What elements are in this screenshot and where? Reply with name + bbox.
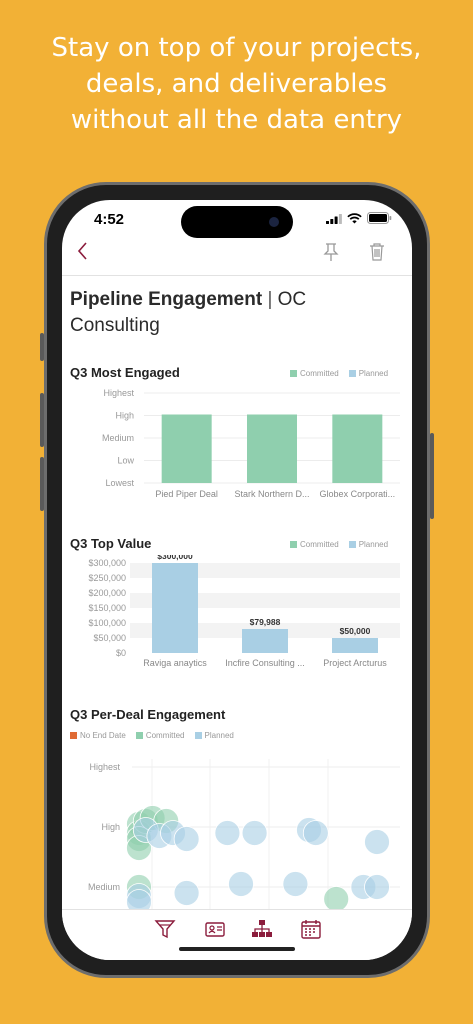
dynamic-island <box>181 206 293 238</box>
legend-item: Planned <box>348 369 388 378</box>
tab-bar <box>62 909 412 960</box>
chart-title-top-value: Q3 Top Value <box>70 536 152 551</box>
bubble <box>173 880 200 906</box>
y-tick-label: High <box>101 822 120 832</box>
y-tick-label: $250,000 <box>88 573 126 583</box>
x-tick-label: Globex Corporati... <box>320 489 396 499</box>
legend-most-engaged: Committed Planned <box>290 369 388 378</box>
y-tick-label: Medium <box>102 433 134 443</box>
trash-icon[interactable] <box>368 242 386 262</box>
status-time: 4:52 <box>94 211 125 228</box>
title-separator: | <box>267 289 273 310</box>
screen: 4:52 <box>62 200 412 960</box>
bar <box>161 414 212 483</box>
bubble <box>173 826 200 852</box>
legend-item: No End Date <box>70 731 126 740</box>
promo-headline: Stay on top of your projects, deals, and… <box>0 30 473 138</box>
bubble <box>302 820 329 846</box>
chart-title-per-deal: Q3 Per-Deal Engagement <box>70 707 226 722</box>
bubble <box>364 874 390 900</box>
volume-up-button <box>40 393 44 447</box>
data-label: $79,988 <box>250 617 281 627</box>
content-scroll[interactable]: Pipeline Engagement | OC Consulting Q3 M… <box>62 277 412 909</box>
battery-icon <box>367 212 392 224</box>
power-button <box>430 433 434 519</box>
status-icons <box>326 212 392 224</box>
bubble <box>214 820 241 846</box>
nav-bar <box>62 238 412 276</box>
legend-item: Planned <box>348 540 388 549</box>
mute-switch <box>40 333 44 361</box>
chart-per-deal: Highest High Medium <box>88 759 400 909</box>
y-tick-label: Lowest <box>105 478 134 488</box>
camera-dot <box>269 217 279 227</box>
legend-top-value: Committed Planned <box>290 540 388 549</box>
x-tick-label: Stark Northern D... <box>234 489 309 499</box>
y-tick-label: Highest <box>103 388 134 398</box>
bubble <box>126 889 152 909</box>
bubble <box>228 871 254 897</box>
page-title: Pipeline Engagement | OC Consulting <box>70 287 400 339</box>
data-label: $300,000 <box>157 555 193 561</box>
contact-card-icon[interactable] <box>204 918 226 940</box>
status-bar: 4:52 <box>62 200 412 250</box>
bar <box>332 638 378 653</box>
legend-item: Committed <box>290 369 339 378</box>
wifi-icon <box>347 212 362 223</box>
legend-per-deal: No End Date Committed Planned <box>70 731 234 740</box>
bubble <box>364 829 390 855</box>
y-tick-label: High <box>115 411 134 421</box>
bar <box>247 414 297 483</box>
y-tick-label: Highest <box>89 762 120 772</box>
home-indicator <box>179 947 295 951</box>
y-tick-label: $100,000 <box>88 618 126 628</box>
headline-line-1: Stay on top of your projects, <box>51 33 422 63</box>
volume-down-button <box>40 457 44 511</box>
y-tick-label: Medium <box>88 882 120 892</box>
chart-top-value: $300,000 $250,000 $200,000 $150,000 $100,000… <box>88 555 400 668</box>
signal-icon <box>326 213 342 224</box>
filter-icon[interactable] <box>154 918 176 940</box>
bubble <box>282 871 309 897</box>
legend-item: Planned <box>194 731 234 740</box>
phone-frame: 4:52 <box>40 182 434 978</box>
back-chevron-icon[interactable] <box>72 240 94 262</box>
headline-line-2: deals, and deliverables <box>85 69 388 99</box>
org-chart-icon[interactable] <box>251 918 273 940</box>
bar <box>332 414 383 483</box>
y-tick-label: Low <box>117 456 134 466</box>
y-tick-label: $50,000 <box>93 633 126 643</box>
y-tick-label: $300,000 <box>88 558 126 568</box>
bubble <box>323 886 350 909</box>
bubble <box>241 820 268 846</box>
legend-item: Committed <box>290 540 339 549</box>
page-title-org: OC Consulting <box>70 289 307 336</box>
pin-icon[interactable] <box>322 242 340 262</box>
legend-item: Committed <box>135 731 185 740</box>
y-tick-label: $200,000 <box>88 588 126 598</box>
data-label: $50,000 <box>340 626 371 636</box>
calendar-icon[interactable] <box>300 918 322 940</box>
bar <box>242 629 288 653</box>
x-tick-label: Raviga anaytics <box>143 658 207 668</box>
bar <box>152 563 198 653</box>
headline-line-3: without all the data entry <box>70 105 403 135</box>
x-tick-label: Incfire Consulting ... <box>225 658 305 668</box>
page-title-main: Pipeline Engagement <box>70 289 263 310</box>
y-tick-label: $0 <box>116 648 126 658</box>
chart-title-most-engaged: Q3 Most Engaged <box>70 365 180 380</box>
y-tick-label: $150,000 <box>88 603 126 613</box>
x-tick-label: Project Arcturus <box>323 658 387 668</box>
chart-most-engaged: Highest High Medium Low Lowest Pied Piper Dea… <box>102 388 400 499</box>
x-tick-label: Pied Piper Deal <box>155 489 218 499</box>
